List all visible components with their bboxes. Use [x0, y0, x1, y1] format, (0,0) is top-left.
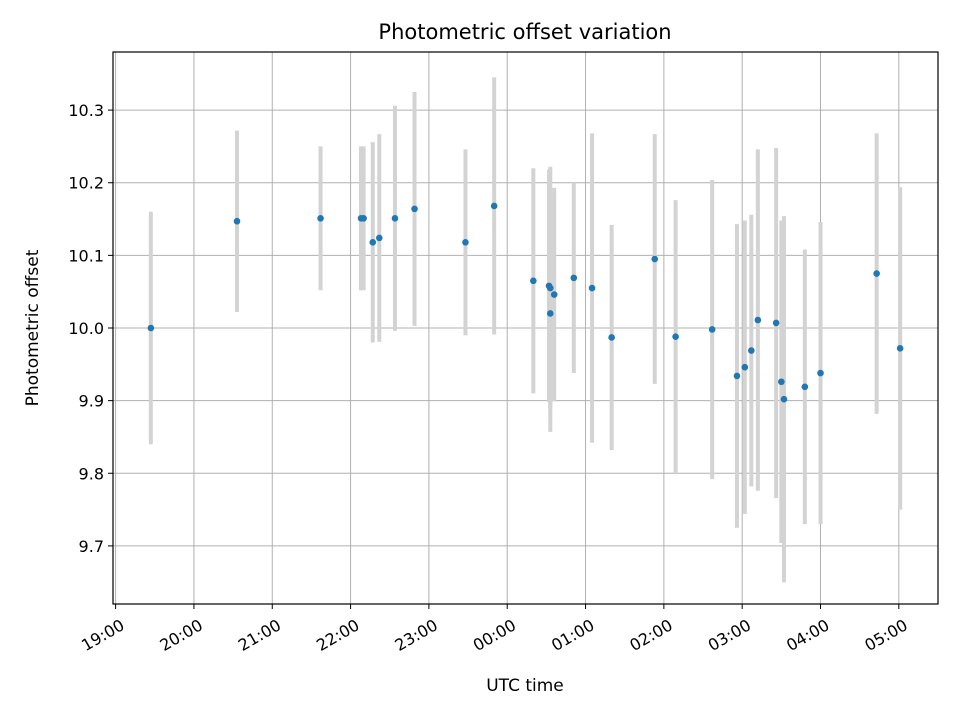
y-axis-label: Photometric offset — [23, 249, 43, 406]
data-point — [754, 316, 762, 324]
data-point — [817, 369, 824, 377]
data-point — [772, 319, 780, 327]
data-point — [411, 205, 418, 213]
data-point — [672, 333, 679, 341]
data-point — [588, 284, 596, 292]
data-point — [550, 291, 558, 298]
data-point — [147, 324, 155, 332]
data-point — [369, 238, 377, 246]
y-axis-ticks: 9.7 9.8 9.9 10.0 10.1 10.2 10.3 — [68, 101, 113, 556]
chart-title: Photometric offset variation — [378, 20, 671, 44]
data-point — [570, 274, 578, 282]
data-point — [651, 255, 659, 263]
data-point — [391, 215, 399, 222]
y-tick-label: 9.8 — [79, 464, 104, 483]
data-point — [462, 238, 469, 246]
y-tick-label: 10.0 — [68, 319, 104, 338]
data-point — [801, 383, 809, 391]
y-tick-label: 9.9 — [79, 392, 104, 411]
y-tick-label: 10.1 — [68, 246, 104, 265]
data-point — [547, 284, 554, 292]
data-point — [780, 395, 788, 403]
data-point — [547, 310, 554, 317]
data-point — [778, 378, 785, 386]
data-point — [375, 234, 383, 242]
data-point — [708, 326, 716, 333]
y-tick-label: 10.3 — [68, 101, 104, 120]
data-point — [748, 347, 755, 354]
data-point — [608, 334, 615, 341]
data-point — [896, 345, 904, 352]
plot-area — [113, 52, 938, 604]
data-point — [733, 372, 741, 380]
data-point — [360, 215, 367, 222]
x-axis-label: UTC time — [486, 676, 564, 696]
data-point — [317, 215, 324, 222]
data-point — [530, 277, 537, 285]
y-tick-label: 10.2 — [68, 174, 104, 193]
data-point — [233, 217, 241, 225]
data-markers — [147, 202, 904, 403]
data-point — [741, 363, 749, 371]
data-point — [490, 202, 498, 210]
data-point — [873, 270, 880, 277]
y-tick-label: 9.7 — [79, 537, 104, 556]
grid — [113, 52, 938, 604]
